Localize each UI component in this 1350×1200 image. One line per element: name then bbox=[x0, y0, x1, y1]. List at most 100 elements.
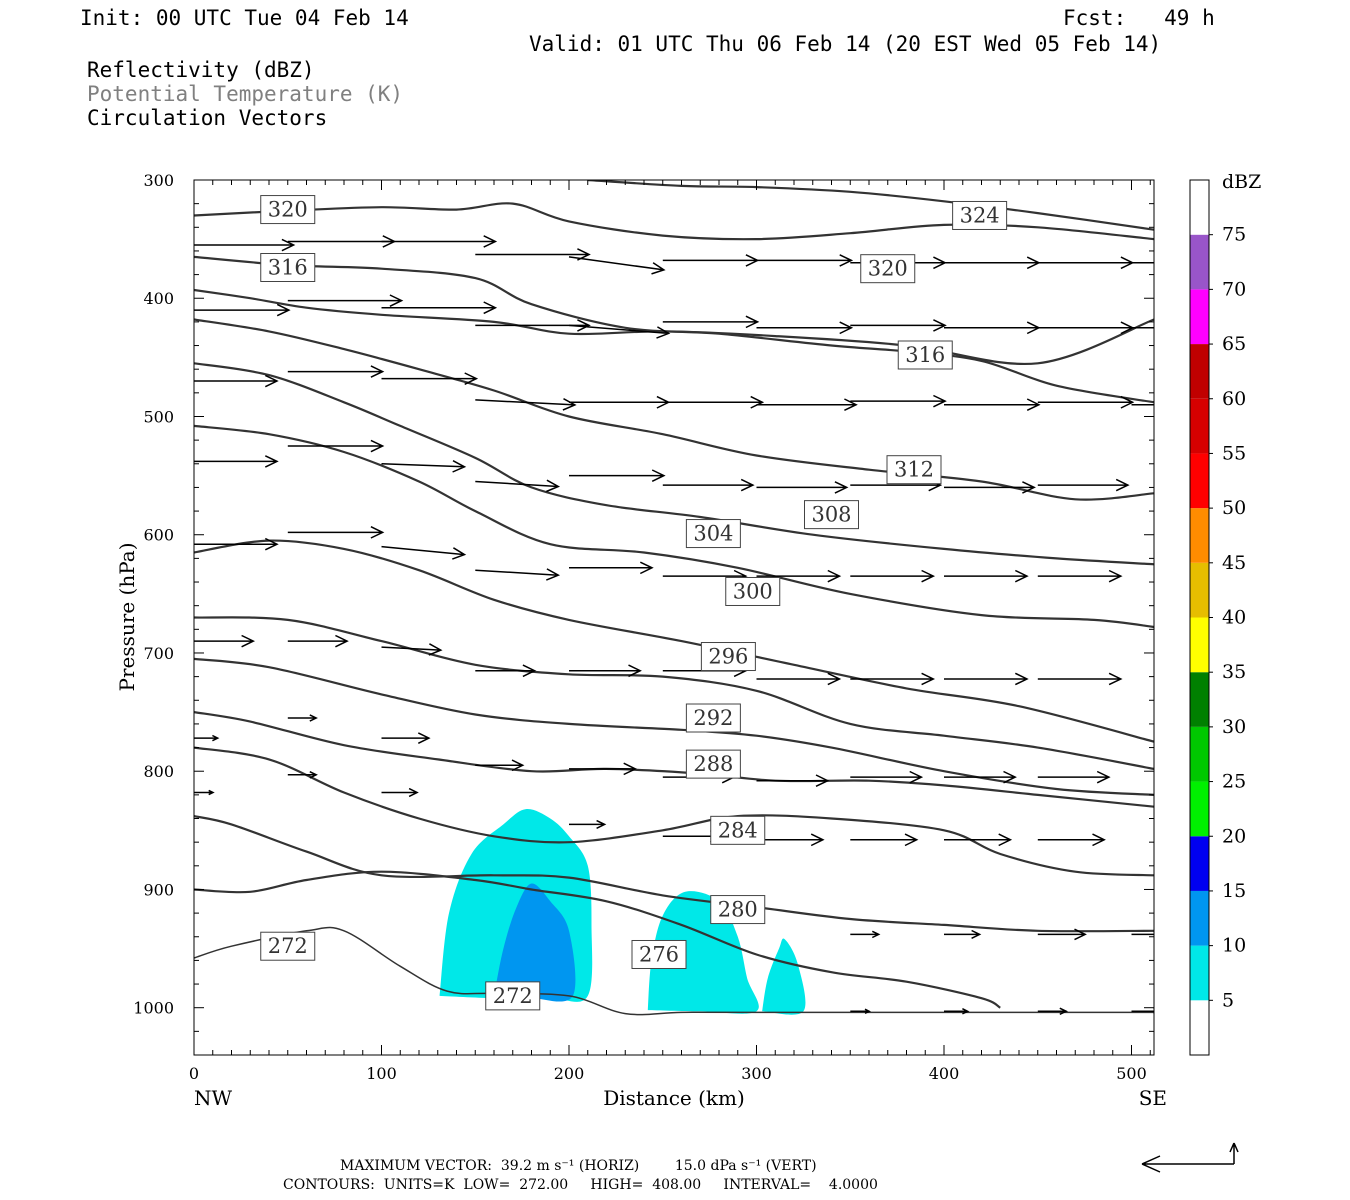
contour-label-text: 276 bbox=[639, 942, 679, 966]
contour-label-text: 272 bbox=[493, 984, 533, 1008]
colorbar-tick-label: 65 bbox=[1222, 333, 1246, 355]
circulation-vector bbox=[569, 469, 666, 482]
circulation-vector bbox=[944, 929, 982, 939]
contour-label-276: 276 bbox=[631, 939, 687, 969]
circulation-vector bbox=[662, 315, 760, 329]
colorbar-tick-label: 35 bbox=[1222, 661, 1246, 683]
circulation-vector bbox=[1037, 770, 1111, 784]
circulation-vector bbox=[381, 732, 431, 744]
circulation-vector bbox=[475, 479, 561, 493]
contour-label-box bbox=[897, 340, 953, 370]
circulation-vector bbox=[1131, 262, 1154, 264]
theta-contour-276 bbox=[194, 870, 1001, 1009]
circulation-vector bbox=[756, 672, 842, 686]
colorbar-tick-label: 60 bbox=[1222, 388, 1246, 410]
circulation-vector bbox=[756, 569, 842, 583]
colorbar-segment bbox=[1190, 781, 1209, 837]
contour-label-box bbox=[260, 195, 316, 225]
contour-label-box bbox=[260, 253, 316, 282]
colorbar-tick-label: 10 bbox=[1222, 935, 1246, 957]
circulation-vector bbox=[850, 1008, 871, 1014]
colorbar-segment bbox=[1190, 180, 1209, 235]
forecast-hour-label: Fcst: 49 h bbox=[1063, 6, 1215, 30]
field-label-reflectivity: Reflectivity (dBZ) bbox=[87, 58, 315, 82]
colorbar-segment bbox=[1190, 617, 1209, 673]
contour-label-box bbox=[725, 576, 781, 606]
circulation-vector bbox=[475, 568, 561, 581]
circulation-vector bbox=[381, 460, 467, 473]
theta-contour-280 bbox=[194, 815, 1154, 933]
contour-label-box bbox=[710, 895, 766, 925]
contour-label-296: 296 bbox=[700, 642, 756, 672]
x-tick-label: 0 bbox=[189, 1064, 199, 1083]
contour-label-text: 312 bbox=[894, 458, 934, 482]
circulation-vector bbox=[194, 537, 279, 551]
theta-contour-296 bbox=[194, 616, 1154, 770]
contour-label-text: 284 bbox=[718, 818, 758, 842]
init-time-label: Init: 00 UTC Tue 04 Feb 14 bbox=[80, 6, 409, 30]
reflectivity-area-5dbz bbox=[762, 938, 806, 1015]
circulation-vector bbox=[287, 771, 318, 779]
theta-contour-292 bbox=[194, 657, 1154, 796]
circulation-vector bbox=[381, 235, 498, 248]
circulation-vector bbox=[944, 321, 1041, 335]
contour-label-box bbox=[700, 642, 756, 672]
reference-vector-icon bbox=[1141, 1142, 1239, 1173]
colorbar-segment bbox=[1190, 398, 1209, 454]
circulation-vector bbox=[569, 395, 671, 409]
circulation-vector bbox=[568, 256, 666, 275]
circulation-vector bbox=[287, 714, 318, 722]
y-tick-label: 800 bbox=[143, 762, 174, 781]
contour-label-text: 292 bbox=[693, 706, 733, 730]
theta-contour-304 bbox=[194, 424, 1154, 629]
contour-label-text: 320 bbox=[868, 257, 908, 281]
plot-frame bbox=[193, 179, 1155, 1056]
circulation-vector bbox=[569, 819, 607, 829]
contour-label-text: 272 bbox=[268, 934, 308, 958]
circulation-vector bbox=[944, 481, 1036, 494]
colorbar-tick-label: 15 bbox=[1222, 880, 1246, 902]
contour-label-272: 272 bbox=[485, 981, 541, 1011]
circulation-vector bbox=[475, 664, 537, 678]
circulation-vector bbox=[944, 1008, 970, 1015]
colorbar-tick-label: 30 bbox=[1222, 716, 1246, 738]
contour-label-text: 280 bbox=[718, 898, 758, 922]
contour-label-box bbox=[260, 931, 316, 961]
circulation-vector bbox=[381, 545, 467, 560]
colorbar-tick-label: 75 bbox=[1222, 224, 1246, 246]
circulation-vector bbox=[194, 789, 215, 796]
circulation-vector bbox=[287, 439, 385, 453]
theta-contour-300 bbox=[194, 539, 1154, 743]
circulation-vector bbox=[850, 672, 936, 686]
colorbar-tick-label: 45 bbox=[1222, 552, 1246, 574]
contour-label-text: 316 bbox=[268, 256, 308, 280]
colorbar-segment bbox=[1190, 344, 1209, 399]
contour-label-324: 324 bbox=[952, 200, 1008, 230]
y-tick-label: 700 bbox=[143, 644, 174, 663]
colorbar-segment bbox=[1190, 562, 1209, 618]
theta-contour-320 bbox=[194, 288, 1154, 366]
circulation-vector bbox=[381, 372, 479, 385]
contour-label-box bbox=[710, 815, 766, 845]
circulation-vector bbox=[850, 319, 947, 332]
contour-label-box bbox=[952, 200, 1008, 230]
x-end-label-right: SE bbox=[1139, 1086, 1167, 1110]
circulation-vector bbox=[568, 324, 671, 339]
contour-label-text: 296 bbox=[708, 645, 748, 669]
circulation-vector bbox=[1037, 321, 1135, 335]
circulation-vector bbox=[1131, 403, 1154, 406]
theta-contour-308 bbox=[194, 362, 1154, 566]
circulation-vector bbox=[1037, 672, 1123, 686]
colorbar-tick-label: 25 bbox=[1222, 771, 1246, 793]
theta-contour-284 bbox=[194, 746, 1154, 877]
theta-contour-288 bbox=[194, 711, 1154, 808]
contour-label-312: 312 bbox=[886, 455, 942, 485]
colorbar-tick-label: 50 bbox=[1222, 497, 1246, 519]
circulation-vector bbox=[475, 248, 591, 261]
circulation-vector bbox=[194, 238, 296, 252]
colorbar-segment bbox=[1190, 726, 1209, 782]
axis-layer: 0 100 200 300 400 500 300 400 500 600 700 800 900 100… bbox=[133, 171, 1154, 1083]
contour-label-text: 308 bbox=[811, 503, 851, 527]
circulation-vector bbox=[850, 394, 947, 408]
